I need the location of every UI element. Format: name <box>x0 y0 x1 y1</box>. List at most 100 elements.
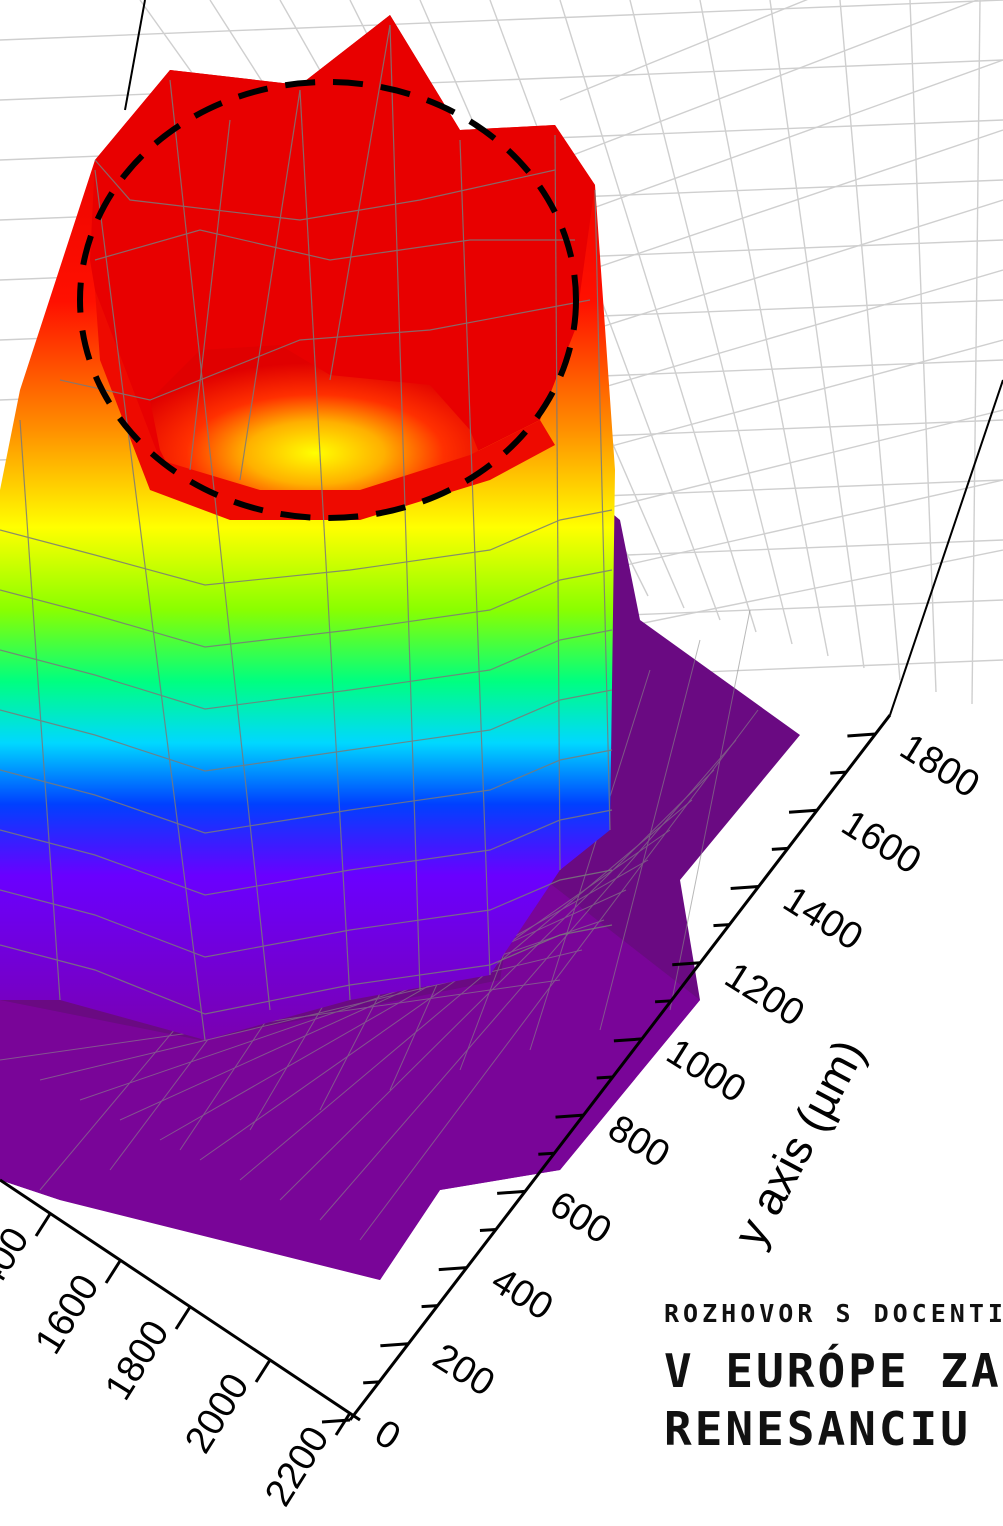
grid-line <box>971 0 981 705</box>
contour-band <box>0 924 613 1015</box>
grid-line <box>559 339 1003 461</box>
mesh-line <box>319 739 737 1221</box>
x-tick-mark <box>254 1359 272 1383</box>
mesh-line <box>169 79 271 1011</box>
contour-band <box>94 229 575 261</box>
y-tick-label: 1400 <box>776 879 870 959</box>
y-tick-minor <box>713 923 730 928</box>
grid-line <box>909 0 937 693</box>
y-tick-mark <box>788 808 818 814</box>
y-tick-mark <box>672 961 701 967</box>
contour-band <box>0 509 613 586</box>
mesh-line <box>299 89 351 1001</box>
y-tick-minor <box>654 999 672 1004</box>
y-tick-label: 600 <box>542 1183 618 1252</box>
grid-line <box>489 0 721 621</box>
grid-line <box>559 199 1003 341</box>
grid-line <box>559 0 979 161</box>
y-axis <box>348 714 892 1421</box>
contour-band <box>0 749 613 834</box>
contour-band <box>0 809 613 896</box>
x-tick-label: 1800 <box>97 1314 177 1408</box>
grid-line <box>559 0 757 633</box>
y-tick-mark <box>555 1113 584 1119</box>
mesh-line <box>239 89 301 481</box>
grid-line <box>629 0 793 645</box>
x-tick-label: 2200 <box>257 1420 337 1514</box>
dashed-circle <box>77 79 579 521</box>
y-tick-minor <box>363 1380 380 1385</box>
contour-band <box>94 159 556 221</box>
x-tick-label: 1400 <box>0 1221 38 1315</box>
y-tick-minor <box>830 770 847 775</box>
y-tick-mark <box>380 1342 409 1348</box>
article-headline-line-1: V EURÓPE ZAŽ <box>664 1344 1003 1398</box>
y-tick-label: 1000 <box>659 1031 753 1111</box>
crater-inner-bowl <box>150 345 480 495</box>
y-axis-line <box>348 714 892 1421</box>
x-tick-mark <box>334 1412 352 1436</box>
y-tick-label: 400 <box>484 1260 560 1329</box>
y-tick-label: 800 <box>601 1107 677 1176</box>
x-axis <box>0 1178 361 1422</box>
y-tick-minor <box>421 1304 438 1309</box>
x-tick-mark <box>174 1306 192 1330</box>
y-tick-label: 1200 <box>718 955 812 1035</box>
grid-line <box>559 409 1003 521</box>
mesh-line <box>159 859 649 1141</box>
mesh-line <box>0 979 561 1061</box>
y-tick-mark <box>438 1266 467 1272</box>
contour-band <box>0 569 613 648</box>
grid-line <box>699 0 829 657</box>
y-tick-mark <box>730 884 759 890</box>
mesh-line <box>459 139 491 976</box>
wall-mesh <box>0 24 613 1041</box>
y-tick-mark <box>613 1037 642 1043</box>
y-tick-label: 0 <box>367 1412 407 1459</box>
article-overlay: ROZHOVOR S DOCENTI V EURÓPE ZAŽ RENESANC… <box>664 1296 1003 1456</box>
y-tick-label: 1800 <box>893 726 987 806</box>
mesh-line <box>554 134 561 871</box>
mesh-line <box>94 169 206 1041</box>
contour-band <box>0 629 613 710</box>
contour-band <box>0 869 613 958</box>
mesh-line <box>279 769 715 1201</box>
x-tick-mark <box>34 1213 52 1237</box>
mesh-line <box>189 119 231 471</box>
mesh-line <box>669 609 751 1011</box>
base-plane-shade <box>0 860 700 1280</box>
x-tick-label: 1600 <box>27 1268 107 1362</box>
mesh-line <box>599 639 701 1031</box>
mesh-line <box>329 24 391 381</box>
mesh-line <box>79 919 605 1101</box>
grid-line <box>0 0 1003 41</box>
grid-line <box>559 59 1003 221</box>
grid-line <box>769 0 865 669</box>
grid-line <box>559 269 1003 401</box>
y-tick-mark <box>847 732 876 738</box>
grid-line <box>559 129 1003 281</box>
y-tick-minor <box>771 846 788 851</box>
y-axis-title: y axis (µm) <box>723 1031 875 1255</box>
x-tick-label: 2000 <box>177 1367 257 1461</box>
frame-edge <box>889 379 1003 716</box>
mesh-line <box>119 889 627 1121</box>
x-tick-mark <box>104 1260 122 1284</box>
y-tick-mark <box>497 1189 526 1195</box>
y-tick-label: 1600 <box>834 802 928 882</box>
x-axis-line <box>0 1178 361 1422</box>
grid-line <box>559 479 1003 581</box>
grid-line <box>559 0 808 101</box>
contour-band <box>0 689 613 772</box>
y-tick-minor <box>538 1151 555 1156</box>
mesh-line <box>359 709 759 1241</box>
article-headline-line-2: RENESANCIU <box>664 1402 971 1456</box>
grid-line <box>839 0 901 681</box>
mesh-line <box>594 189 611 831</box>
y-tick-minor <box>596 1075 613 1080</box>
contour-band <box>59 299 591 401</box>
y-tick-minor <box>479 1227 497 1232</box>
mesh-line <box>19 419 61 1001</box>
y-tick-label: 200 <box>426 1336 502 1405</box>
